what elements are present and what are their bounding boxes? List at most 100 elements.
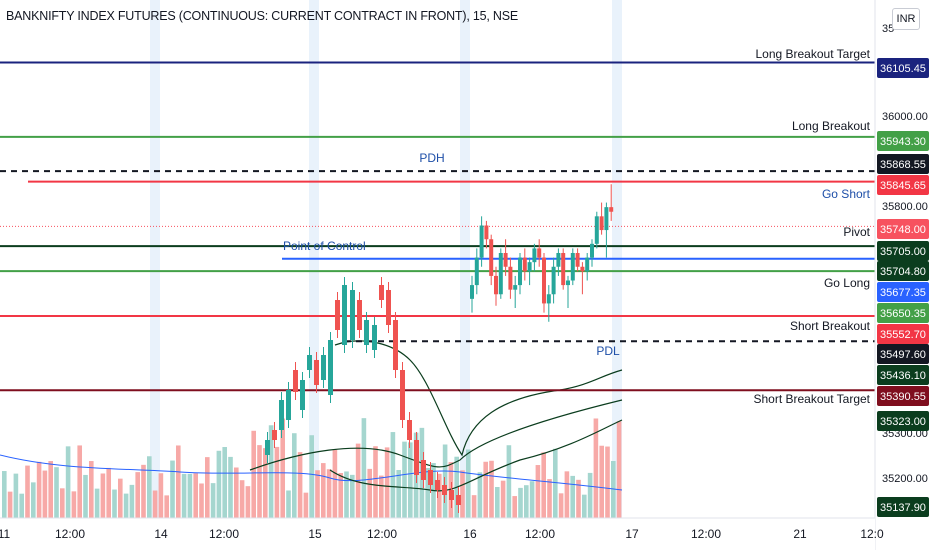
candle [527, 262, 532, 272]
volume-bar [321, 463, 326, 518]
candle [580, 266, 585, 272]
volume-bar [286, 490, 291, 518]
volume-bar [315, 470, 320, 518]
volume-bar [199, 483, 204, 518]
time-tick: 21 [793, 527, 807, 541]
level-label: Go Short [822, 187, 871, 201]
volume-bar [570, 475, 575, 518]
candle [575, 252, 580, 267]
level-label: Go Long [824, 276, 870, 290]
volume-bar [48, 461, 53, 518]
candle [604, 207, 609, 231]
volume-bar [593, 418, 599, 518]
price-badge-label: 35704.80 [880, 266, 926, 278]
volume-bar [605, 446, 610, 518]
candle-body [407, 420, 412, 440]
time-tick: 12:00 [525, 527, 555, 541]
volume-bar [326, 469, 332, 518]
level-label: Point of Control [283, 239, 366, 253]
price-badge [877, 175, 929, 195]
price-badge-label: 35748.00 [880, 224, 926, 236]
candle-body [421, 460, 426, 480]
candle-body [321, 355, 326, 380]
volume-bar [222, 447, 227, 518]
price-axis[interactable]: 36000.0035800.0035200.003535300.0036105.… [874, 0, 932, 550]
volume-bar [187, 473, 193, 518]
volume-bar [19, 493, 24, 518]
volume-bar [158, 473, 164, 518]
candle [609, 207, 614, 212]
volume-bar [65, 446, 71, 518]
volume-bar [500, 480, 506, 518]
volume-bar [442, 444, 448, 518]
volume-bar [176, 445, 181, 518]
time-tick: 12:0 [860, 527, 884, 541]
volume-bar [280, 418, 285, 518]
volume-bar [477, 472, 483, 518]
candle-body [357, 300, 362, 330]
volume-bar [210, 483, 216, 518]
price-badge-label: 35323.00 [880, 416, 926, 428]
volume-bar [2, 471, 7, 518]
time-tick: 14 [154, 527, 168, 541]
candle [503, 252, 508, 267]
volume-bar [106, 467, 111, 518]
price-badge [877, 131, 929, 151]
price-badge [877, 219, 929, 239]
volume-bar [529, 481, 535, 518]
volume-bars [2, 418, 622, 518]
volume-bar [344, 471, 349, 518]
volume-bar [576, 479, 581, 518]
volume-bar [611, 461, 616, 518]
volume-bar [118, 478, 123, 518]
time-tick: 15 [308, 527, 322, 541]
time-tick: 12:00 [691, 527, 721, 541]
candle [508, 266, 513, 290]
volume-bar [541, 452, 546, 518]
candle [590, 243, 594, 258]
volume-bar [489, 460, 494, 518]
volume-bar [582, 494, 587, 518]
price-badge [877, 324, 929, 344]
volume-bar [332, 449, 338, 518]
volume-bar [152, 490, 158, 518]
currency-badge[interactable]: INR [892, 8, 920, 30]
volume-bar [309, 435, 314, 518]
volume-bar [234, 467, 239, 518]
volume-bar [425, 468, 430, 518]
candle [585, 257, 590, 272]
time-tick: 12:00 [367, 527, 397, 541]
candle [546, 294, 551, 304]
volume-bar [524, 485, 529, 518]
price-tick: 35200.00 [882, 473, 928, 485]
candle [537, 248, 542, 258]
time-tick: 12:00 [209, 527, 239, 541]
volume-bar [7, 491, 13, 518]
candle [561, 252, 566, 286]
candle-body [350, 290, 355, 340]
level-labels: Long Breakout Target Long Breakout PDH Pivo… [283, 47, 871, 406]
volume-bar [77, 445, 82, 518]
volume-bar [553, 448, 558, 518]
candle [484, 225, 489, 240]
volume-bar [94, 488, 100, 518]
price-badge-label: 35650.35 [880, 308, 926, 320]
time-tick: 12:00 [55, 527, 85, 541]
level-label: PDH [419, 151, 444, 165]
candle-body [342, 285, 347, 345]
price-badge [877, 154, 929, 174]
volume-bar [239, 480, 245, 518]
volume-bar [164, 495, 169, 518]
volume-bar [460, 470, 465, 518]
candle [532, 248, 537, 263]
volume-bar [483, 461, 488, 518]
volume-bar [170, 460, 175, 518]
price-badge-label: 35705.00 [880, 246, 926, 258]
candle-body [400, 370, 405, 420]
session-band [150, 0, 160, 518]
candle-body [335, 300, 340, 330]
volume-bar [181, 473, 187, 518]
volume-bar [89, 461, 94, 518]
time-axis[interactable]: 11 12:00 14 12:00 15 12:00 16 12:00 17 12:00 21 12:… [0, 517, 884, 550]
